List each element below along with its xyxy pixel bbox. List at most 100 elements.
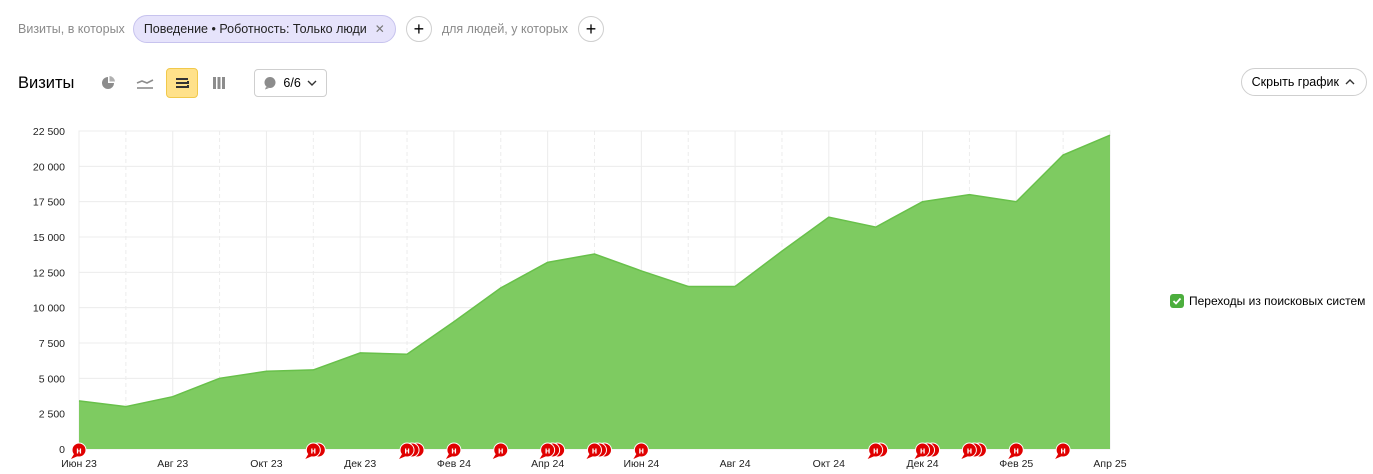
data-point[interactable]: [1062, 154, 1065, 157]
hide-chart-button[interactable]: Скрыть график: [1240, 68, 1367, 96]
data-point[interactable]: [499, 286, 502, 289]
x-tick-label: Фев 25: [999, 458, 1033, 470]
data-point[interactable]: [546, 261, 549, 264]
pie-chart-icon: [102, 76, 116, 89]
area-chart-icon: [176, 78, 190, 88]
note-marker[interactable]: н: [445, 442, 462, 459]
close-icon[interactable]: ✕: [374, 22, 385, 36]
y-tick-label: 17 500: [33, 197, 65, 209]
legend-item[interactable]: Переходы из поисковых систем: [1170, 294, 1365, 308]
data-point[interactable]: [921, 200, 924, 203]
y-tick-label: 22 500: [33, 126, 65, 138]
note-marker-label: н: [639, 446, 644, 456]
data-point[interactable]: [1015, 200, 1018, 203]
y-tick-label: 2 500: [39, 409, 65, 421]
note-marker-label: н: [873, 446, 878, 456]
add-user-condition-button[interactable]: +: [577, 16, 604, 42]
series-area[interactable]: [79, 135, 1110, 449]
legend-label: Переходы из поисковых систем: [1189, 294, 1366, 308]
note-marker[interactable]: н: [586, 442, 602, 459]
filter-middle-label: для людей, у которых: [441, 22, 568, 36]
y-tick-label: 10 000: [33, 303, 65, 315]
data-point[interactable]: [1109, 134, 1112, 137]
x-tick-label: Июн 24: [623, 458, 659, 470]
note-marker[interactable]: н: [914, 442, 931, 459]
note-marker[interactable]: н: [305, 442, 321, 459]
data-point[interactable]: [734, 285, 737, 288]
pie-chart-button[interactable]: [92, 68, 124, 98]
line-chart-button[interactable]: [129, 68, 161, 98]
hide-chart-label: Скрыть график: [1251, 75, 1339, 89]
note-marker[interactable]: н: [492, 442, 509, 459]
y-tick-label: 0: [59, 444, 65, 456]
data-point[interactable]: [171, 395, 174, 398]
y-tick-label: 7 500: [39, 338, 65, 350]
x-tick-label: Апр 24: [531, 458, 564, 470]
note-marker[interactable]: н: [1055, 442, 1071, 459]
note-marker-label: н: [545, 446, 550, 456]
note-marker-label: н: [311, 446, 316, 456]
data-point[interactable]: [640, 269, 643, 272]
x-tick-label: Дек 24: [906, 458, 938, 470]
x-tick-label: Дек 23: [344, 458, 376, 470]
note-marker[interactable]: н: [633, 442, 649, 459]
note-marker-label: н: [592, 446, 597, 456]
chart-toolbar: Визиты 6/6: [18, 68, 327, 98]
note-marker-label: н: [76, 446, 81, 456]
note-marker-label: н: [404, 446, 409, 456]
bar-chart-button[interactable]: [203, 68, 235, 98]
note-marker-label: н: [1014, 446, 1019, 456]
data-point[interactable]: [874, 226, 877, 229]
comment-icon: [264, 77, 276, 90]
data-point[interactable]: [359, 351, 362, 354]
data-point[interactable]: [827, 216, 830, 219]
data-point[interactable]: [780, 250, 783, 253]
data-point[interactable]: [265, 370, 268, 373]
chevron-up-icon: [1345, 79, 1355, 85]
area-chart-button[interactable]: [166, 68, 199, 98]
plus-icon: +: [413, 19, 425, 39]
data-point[interactable]: [406, 353, 409, 356]
note-marker[interactable]: н: [961, 442, 977, 459]
x-tick-label: Авг 24: [720, 458, 751, 470]
note-marker-label: н: [451, 446, 456, 456]
line-chart-icon: [137, 79, 154, 89]
x-tick-label: Окт 24: [813, 458, 845, 470]
notes-dropdown[interactable]: 6/6: [254, 69, 327, 97]
x-tick-label: Фев 24: [437, 458, 471, 470]
series-line: [78, 134, 1111, 408]
note-marker[interactable]: н: [71, 442, 87, 459]
notes-count: 6/6: [283, 76, 301, 90]
note-marker[interactable]: н: [539, 442, 556, 459]
data-point[interactable]: [968, 193, 971, 196]
x-tick-label: Авг 23: [157, 458, 188, 470]
data-point[interactable]: [124, 405, 127, 408]
x-tick-label: Июн 23: [61, 458, 97, 470]
y-tick-label: 15 000: [33, 232, 65, 244]
note-marker-label: н: [1060, 446, 1065, 456]
note-marker[interactable]: н: [867, 442, 884, 459]
data-point[interactable]: [687, 285, 690, 288]
data-point[interactable]: [78, 399, 81, 402]
checkbox-checked-icon[interactable]: [1170, 294, 1184, 308]
plus-icon: +: [585, 19, 597, 39]
data-point[interactable]: [312, 368, 315, 371]
segment-filter-bar: Визиты, в которых Поведение • Роботность…: [18, 15, 614, 43]
data-point[interactable]: [593, 252, 596, 255]
bar-chart-icon: [213, 77, 226, 89]
segment-chip[interactable]: Поведение • Роботность: Только люди ✕: [132, 15, 396, 43]
add-visit-condition-button[interactable]: +: [405, 16, 432, 42]
note-marker[interactable]: н: [399, 442, 415, 459]
filter-prefix-label: Визиты, в которых: [18, 22, 125, 36]
note-marker-label: н: [498, 446, 503, 456]
y-tick-label: 12 500: [33, 267, 65, 279]
x-tick-label: Окт 23: [250, 458, 282, 470]
y-tick-label: 5 000: [39, 373, 65, 385]
note-marker[interactable]: н: [1008, 442, 1024, 459]
note-marker-label: н: [920, 446, 925, 456]
data-point[interactable]: [452, 320, 455, 323]
segment-chip-label: Поведение • Роботность: Только люди: [143, 22, 367, 36]
data-point[interactable]: [218, 377, 221, 380]
chart-title: Визиты: [18, 73, 75, 92]
